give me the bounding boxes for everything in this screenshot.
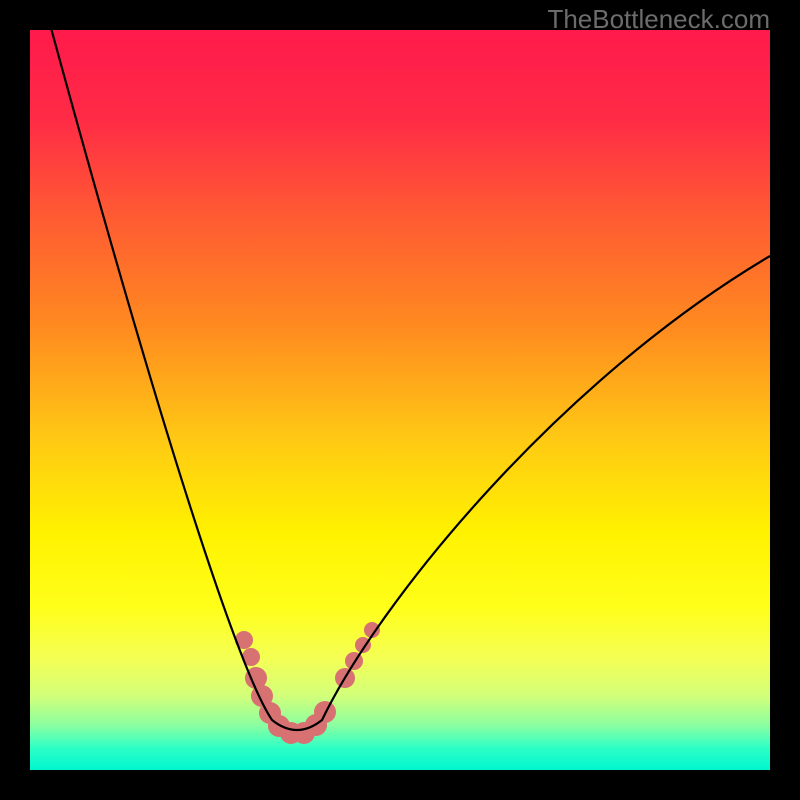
markers-group [235, 622, 380, 744]
plot-svg [30, 30, 770, 770]
bottleneck-curve [51, 30, 770, 730]
plot-frame [30, 30, 770, 770]
watermark-text: TheBottleneck.com [547, 4, 770, 35]
